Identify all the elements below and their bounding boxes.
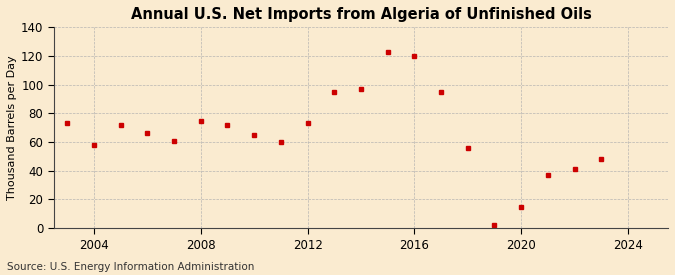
Title: Annual U.S. Net Imports from Algeria of Unfinished Oils: Annual U.S. Net Imports from Algeria of … (130, 7, 591, 22)
Y-axis label: Thousand Barrels per Day: Thousand Barrels per Day (7, 55, 17, 200)
Text: Source: U.S. Energy Information Administration: Source: U.S. Energy Information Administ… (7, 262, 254, 272)
